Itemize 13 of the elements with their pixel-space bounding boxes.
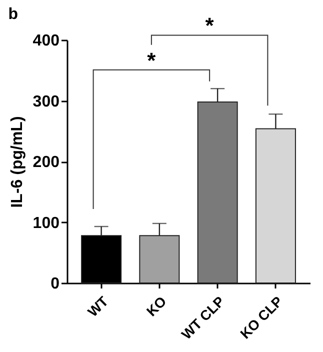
x-tick-label: KO — [143, 293, 170, 320]
x-tick-label: WT — [84, 292, 112, 320]
y-tick-label: 200 — [32, 154, 60, 171]
y-tick-label: 300 — [32, 93, 60, 110]
y-tick-label: 0 — [50, 276, 60, 292]
y-axis-title: IL-6 (pg/mL) — [8, 116, 26, 208]
chart-title: b — [8, 6, 18, 23]
y-tick-label: 400 — [32, 32, 60, 50]
y-tick-label: 100 — [32, 214, 60, 232]
x-tick-label: KO CLP — [236, 293, 286, 342]
annotation: * — [147, 48, 156, 73]
text: * — [205, 13, 214, 38]
x-tick-label: WT CLP — [178, 293, 228, 342]
